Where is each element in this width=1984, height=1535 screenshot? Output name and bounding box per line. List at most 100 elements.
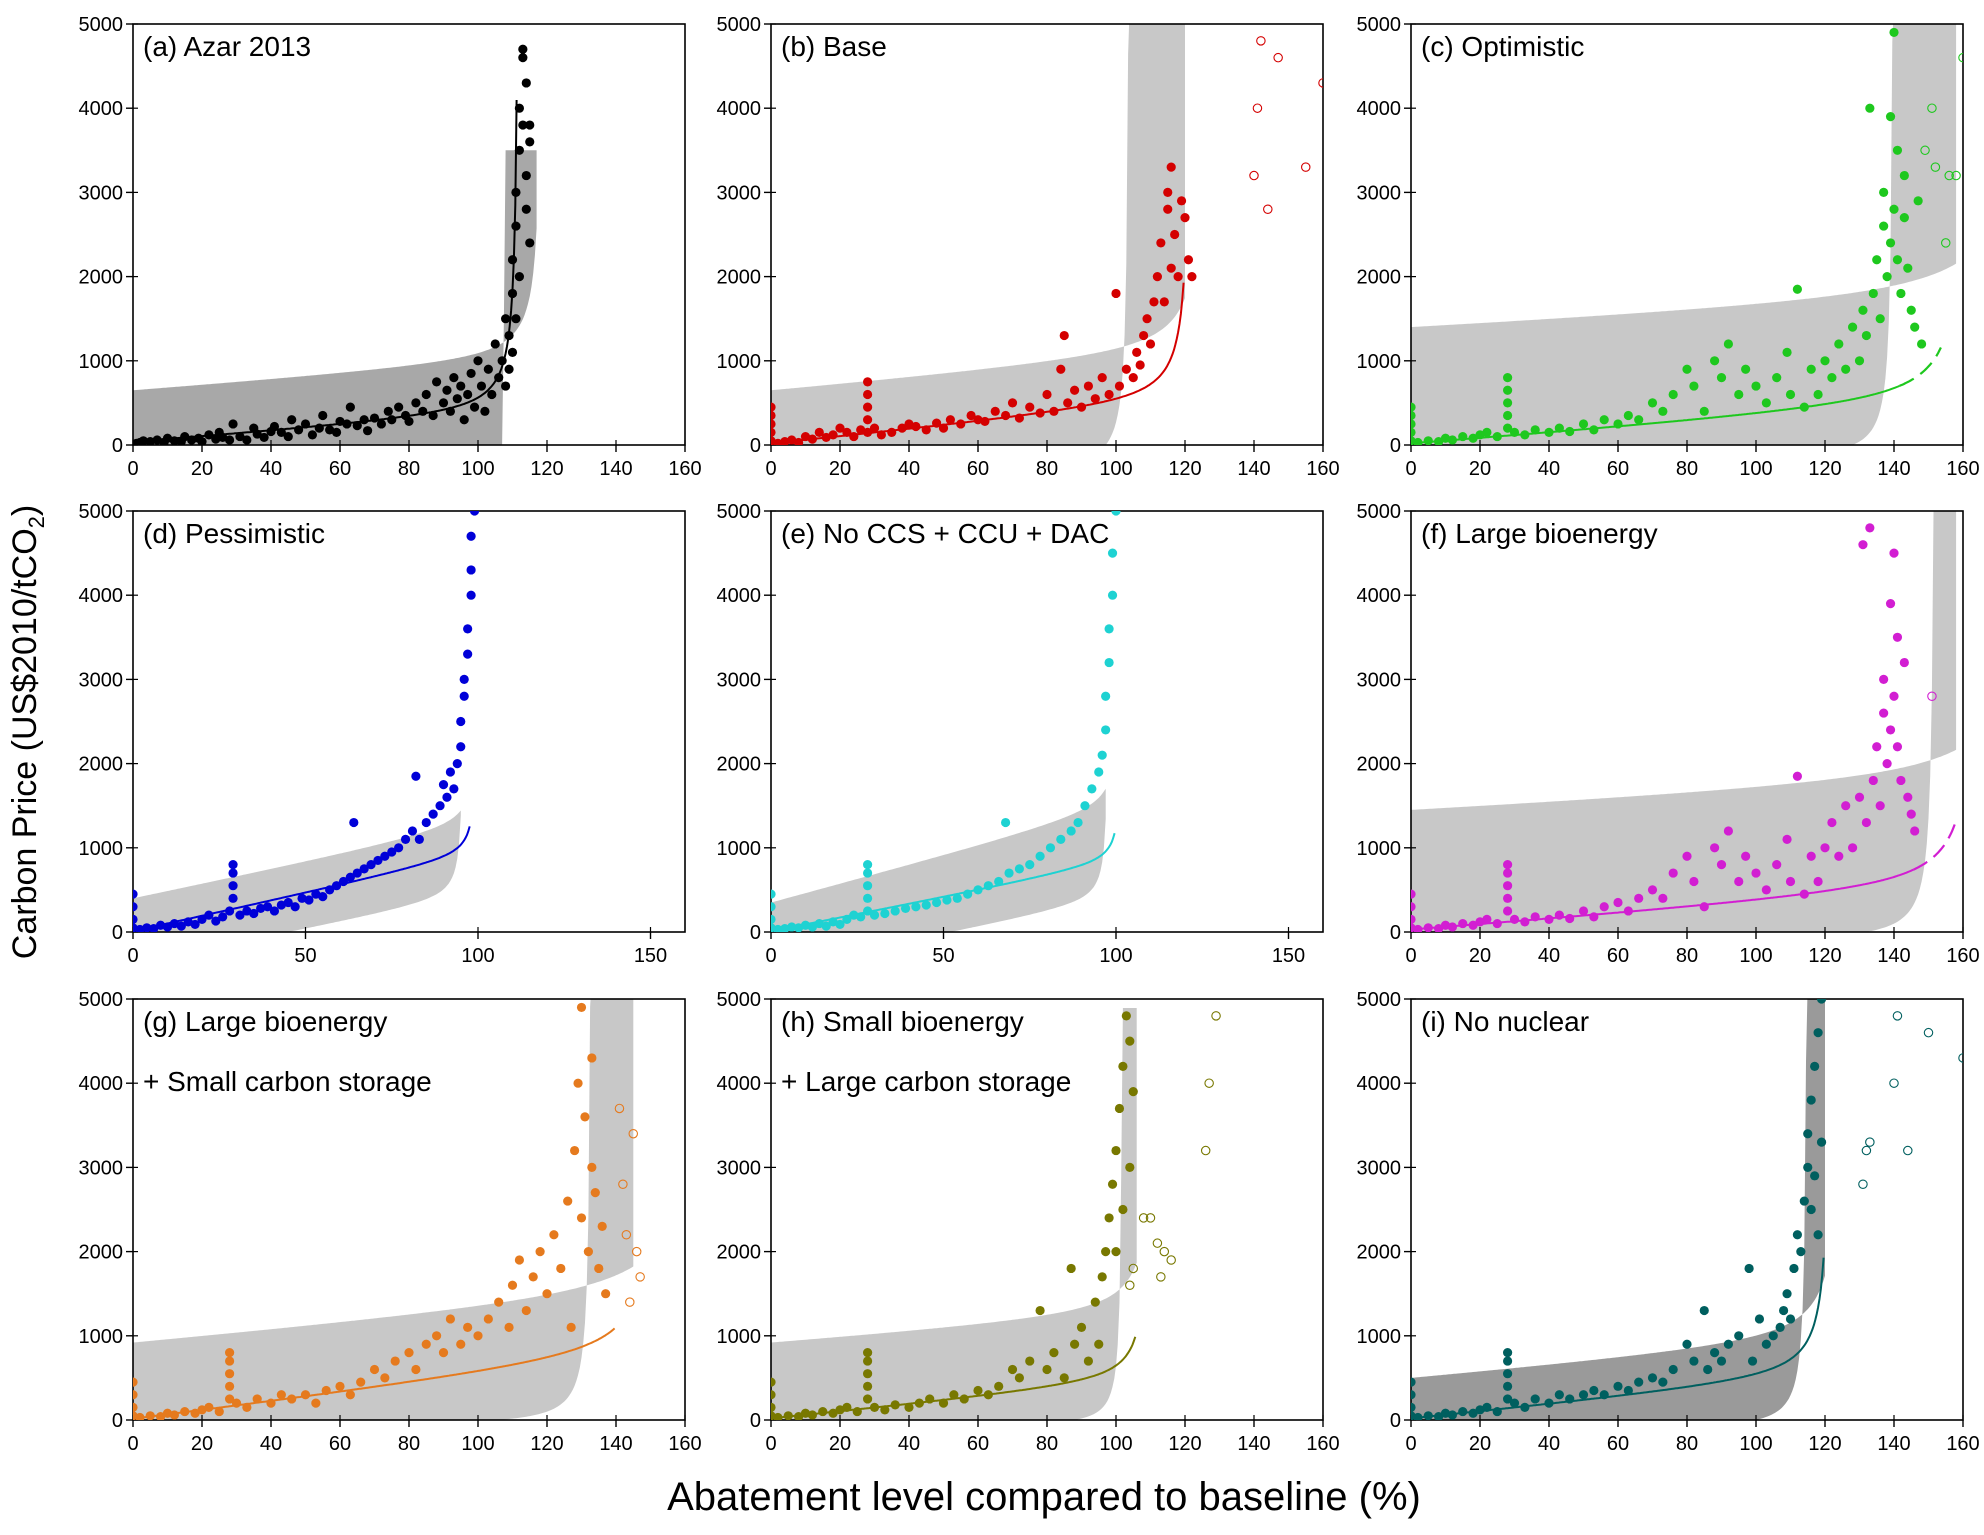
- x-tick-label: 0: [765, 945, 776, 967]
- data-point: [1734, 1331, 1744, 1341]
- data-point: [387, 415, 397, 425]
- data-point: [1159, 297, 1169, 307]
- data-point: [363, 426, 373, 436]
- data-point: [1613, 897, 1623, 908]
- x-tick-label: 100: [1739, 1433, 1772, 1455]
- data-point: [1734, 876, 1744, 887]
- data-point: [528, 1272, 538, 1282]
- y-tick-label: 5000: [1357, 501, 1402, 523]
- data-point: [1090, 1297, 1100, 1307]
- y-tick-label: 4000: [717, 98, 762, 120]
- data-point: [1872, 742, 1882, 752]
- y-tick-label: 0: [1390, 1410, 1401, 1432]
- data-point: [1744, 1263, 1754, 1274]
- data-point: [507, 255, 518, 265]
- data-point: [1411, 419, 1416, 429]
- x-tick-label: 100: [1739, 458, 1772, 480]
- data-point: [1066, 826, 1076, 836]
- data-point: [1111, 1247, 1121, 1257]
- data-point: [1578, 419, 1589, 429]
- x-tick-label: 80: [1676, 1433, 1698, 1455]
- x-tick-label: 160: [668, 458, 701, 480]
- data-point: [1025, 860, 1035, 870]
- data-point: [1892, 255, 1903, 265]
- data-point: [949, 1390, 959, 1400]
- data-point: [456, 742, 466, 752]
- data-point: [438, 398, 449, 408]
- data-point: [300, 1390, 311, 1400]
- x-tick-label: 60: [329, 458, 351, 480]
- panel-a: 0 1000 2000 3000 4000 5000 0 20 40 60 80 100 120 140 1…: [79, 14, 702, 480]
- data-point: [1716, 373, 1727, 383]
- data-point: [1142, 314, 1152, 324]
- data-point: [1107, 590, 1118, 600]
- x-tick-label: 80: [398, 458, 420, 480]
- data-point: [1001, 817, 1011, 828]
- data-point: [1509, 1398, 1520, 1408]
- data-point: [1820, 843, 1830, 853]
- data-point: [466, 565, 476, 575]
- outlier-point: [1927, 691, 1937, 701]
- data-point: [576, 1002, 587, 1013]
- data-point: [863, 1394, 873, 1404]
- data-point: [349, 817, 359, 828]
- panel-h: 0 1000 2000 3000 4000 5000 0 20 40 60 80 100 120 140 1…: [717, 989, 1340, 1455]
- y-axis-label-tail: ): [6, 505, 44, 516]
- data-point: [483, 1314, 493, 1324]
- x-tick-label: 120: [1168, 458, 1201, 480]
- panel-title: (c) Optimistic: [1421, 31, 1584, 62]
- data-point: [494, 1297, 504, 1307]
- data-point: [904, 419, 914, 429]
- x-tick-label: 140: [1237, 458, 1270, 480]
- data-point: [1751, 868, 1761, 878]
- outlier-point: [1318, 78, 1323, 88]
- data-point: [771, 427, 776, 437]
- uncertainty-band: [133, 150, 537, 445]
- data-point: [1503, 893, 1513, 903]
- data-point: [335, 1381, 345, 1391]
- panel-title: (b) Base: [781, 31, 887, 62]
- data-point: [1163, 204, 1173, 214]
- x-tick-label: 40: [1538, 458, 1560, 480]
- data-point: [863, 415, 873, 425]
- data-point: [1411, 1402, 1416, 1412]
- data-point: [1166, 162, 1176, 172]
- data-point: [387, 847, 397, 857]
- data-point: [1803, 1129, 1813, 1139]
- data-point: [463, 1322, 473, 1332]
- data-point: [1503, 373, 1513, 383]
- data-point: [1716, 1356, 1727, 1366]
- panel-title: (e) No CCS + CCU + DAC: [781, 518, 1109, 549]
- data-point: [1149, 297, 1159, 307]
- y-tick-label: 0: [750, 922, 761, 944]
- y-tick-label: 5000: [1357, 14, 1402, 36]
- data-layer: [133, 511, 480, 932]
- data-point: [1589, 1385, 1599, 1396]
- y-tick-label: 1000: [717, 1326, 762, 1348]
- x-tick-label: 100: [461, 945, 494, 967]
- outlier-point: [1889, 1078, 1899, 1088]
- data-point: [373, 855, 383, 866]
- data-point: [501, 381, 511, 391]
- x-tick-label: 0: [1405, 458, 1416, 480]
- data-point: [400, 834, 411, 844]
- data-point: [1879, 708, 1889, 718]
- uncertainty-band: [1411, 511, 1957, 932]
- data-point: [133, 1377, 138, 1387]
- uncertainty-band: [771, 24, 1185, 445]
- data-point: [366, 860, 376, 870]
- data-point: [1503, 398, 1513, 408]
- panel-f: 0 1000 2000 3000 4000 5000 0 20 40 60 80 100 120 140 1…: [1357, 501, 1980, 967]
- x-tick-label: 140: [1877, 945, 1910, 967]
- data-point: [1879, 674, 1889, 685]
- data-point: [345, 1390, 355, 1400]
- data-point: [542, 1289, 552, 1299]
- data-point: [1094, 767, 1104, 777]
- data-point: [225, 1369, 235, 1379]
- data-point: [1789, 1263, 1799, 1274]
- data-point: [1910, 826, 1920, 836]
- data-point: [228, 881, 238, 891]
- x-tick-label: 160: [1946, 945, 1979, 967]
- x-tick-label: 0: [765, 458, 776, 480]
